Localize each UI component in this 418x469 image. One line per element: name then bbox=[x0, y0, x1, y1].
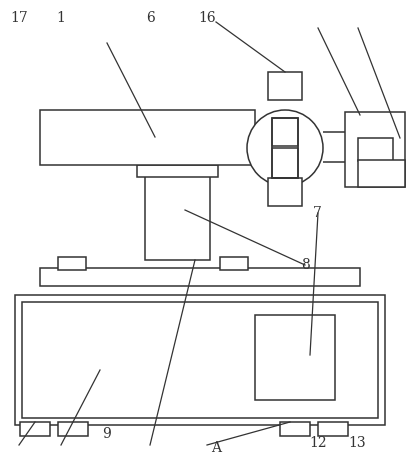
Bar bbox=[272, 148, 298, 178]
Text: 1: 1 bbox=[56, 11, 65, 25]
Bar bbox=[272, 118, 298, 146]
Text: 7: 7 bbox=[313, 206, 322, 220]
Text: 17: 17 bbox=[10, 11, 28, 25]
Bar bbox=[20, 422, 50, 436]
Text: 8: 8 bbox=[301, 258, 309, 272]
Bar bbox=[358, 138, 393, 161]
Bar bbox=[58, 422, 88, 436]
Bar bbox=[40, 268, 360, 286]
Bar bbox=[22, 302, 378, 418]
Bar bbox=[272, 118, 298, 178]
Bar bbox=[318, 422, 348, 436]
Text: 12: 12 bbox=[309, 436, 326, 450]
Bar bbox=[15, 295, 385, 425]
Bar bbox=[40, 110, 255, 165]
Bar bbox=[255, 315, 335, 400]
Bar bbox=[268, 72, 302, 100]
Bar bbox=[145, 175, 210, 260]
Bar bbox=[268, 178, 302, 206]
Text: 9: 9 bbox=[102, 427, 111, 441]
Bar bbox=[345, 112, 405, 187]
Text: 6: 6 bbox=[146, 11, 155, 25]
Text: 16: 16 bbox=[198, 11, 216, 25]
Bar bbox=[358, 160, 405, 187]
Bar bbox=[58, 257, 86, 270]
Bar bbox=[137, 165, 218, 177]
Text: 13: 13 bbox=[349, 436, 366, 450]
Bar bbox=[280, 422, 310, 436]
Text: A: A bbox=[212, 441, 222, 455]
Bar bbox=[220, 257, 248, 270]
Circle shape bbox=[247, 110, 323, 186]
